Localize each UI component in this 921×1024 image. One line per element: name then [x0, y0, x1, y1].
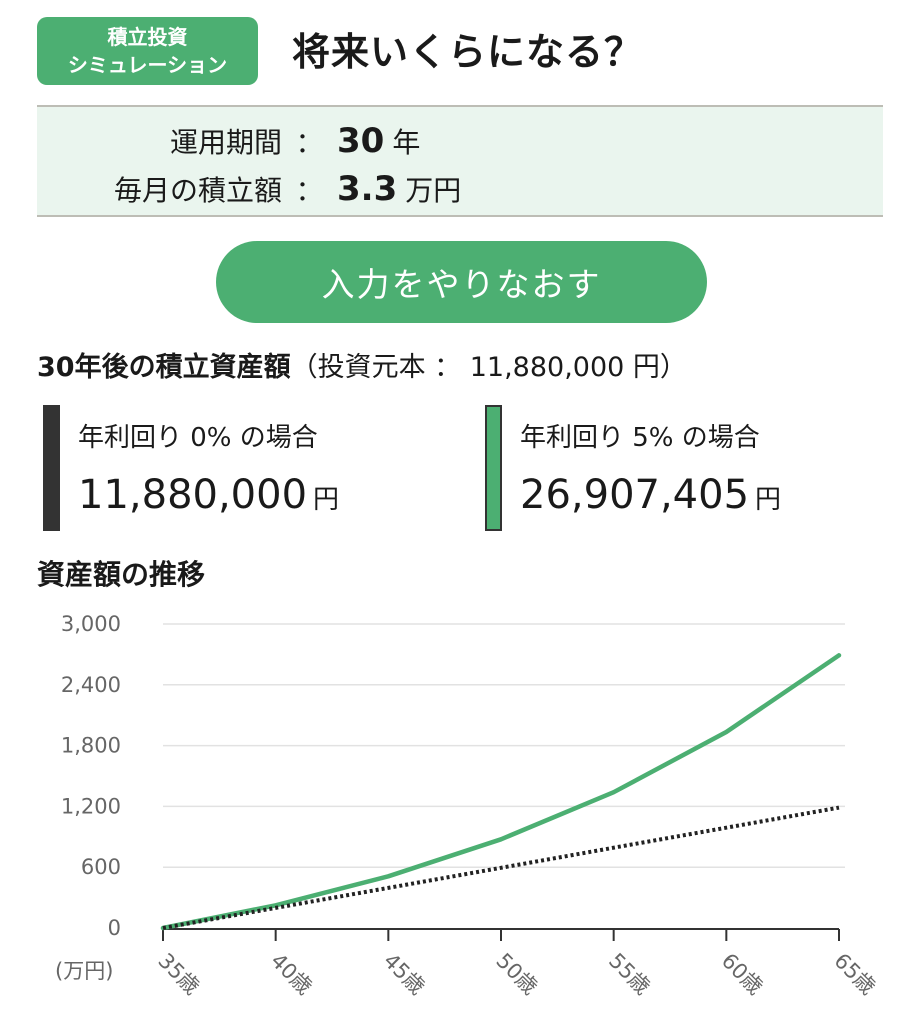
- y-tick-label: 600: [81, 855, 121, 879]
- badge-line-2: シミュレーション: [67, 53, 228, 77]
- result-amount-value: 11,880,000: [78, 472, 308, 518]
- x-tick-label: 60歳: [717, 949, 768, 1000]
- summary-heading-line: 30年後の積立資産額（投資元本 ： 11,880,000 円）: [37, 344, 687, 392]
- result-amount-unit: 円: [755, 485, 782, 515]
- monthly-colon: ：: [295, 174, 324, 207]
- x-tick-label: 40歳: [266, 949, 317, 1000]
- summary-heading: 30年後の積立資産額: [37, 352, 291, 383]
- result-amount-unit: 円: [313, 485, 340, 515]
- period-value: 30: [337, 121, 385, 161]
- y-unit-label: (万円): [55, 959, 113, 983]
- chart-section-title: 資産額の推移: [37, 558, 206, 591]
- monthly-value: 3.3: [337, 169, 398, 209]
- y-tick-label: 2,400: [61, 673, 121, 697]
- asset-growth-chart: 0 600 1,200 1,800 2,400 3,000 (万円) 35歳 40歳 45歳 50歳…: [55, 612, 880, 1000]
- y-tick-label: 1,800: [61, 734, 121, 758]
- series-line-5-percent: [160, 653, 842, 931]
- y-tick-label: 0: [108, 916, 121, 940]
- x-tick-label: 45歳: [379, 949, 430, 1000]
- monthly-row: 毎月の積立額 ： 3.3 万円: [37, 169, 461, 209]
- result-label: 年利回り 5% の場合: [520, 423, 760, 453]
- monthly-unit: 万円: [405, 174, 462, 207]
- input-summary-box: 運用期間 ： 30 年 毎月の積立額 ： 3.3 万円: [37, 105, 883, 217]
- monthly-label: 毎月の積立額: [113, 174, 282, 207]
- x-tick-label: 65歳: [829, 949, 880, 1000]
- series-line-0-percent: [162, 805, 840, 930]
- period-row: 運用期間 ： 30 年: [37, 121, 420, 161]
- result-amount-value: 26,907,405: [520, 472, 750, 518]
- result-amount: 26,907,405 円: [520, 472, 781, 518]
- x-tick-label: 35歳: [153, 949, 204, 1000]
- result-amount: 11,880,000 円: [78, 472, 339, 518]
- result-color-bar: [43, 405, 60, 531]
- period-unit: 年: [392, 126, 421, 159]
- result-color-bar: [485, 405, 502, 531]
- period-label: 運用期間: [169, 126, 282, 159]
- simulation-badge: 積立投資 シミュレーション: [37, 17, 258, 85]
- page-title: 将来いくらになる？: [292, 30, 644, 74]
- y-tick-label: 1,200: [61, 794, 121, 818]
- redo-input-button[interactable]: 入力をやりなおす: [216, 241, 707, 323]
- period-colon: ：: [295, 126, 324, 159]
- principal-text: （投資元本 ： 11,880,000 円）: [290, 352, 687, 383]
- result-label: 年利回り 0% の場合: [78, 423, 318, 453]
- y-tick-label: 3,000: [61, 612, 121, 636]
- badge-line-1: 積立投資: [107, 25, 188, 49]
- x-tick-label: 50歳: [491, 949, 542, 1000]
- x-tick-label: 55歳: [604, 949, 655, 1000]
